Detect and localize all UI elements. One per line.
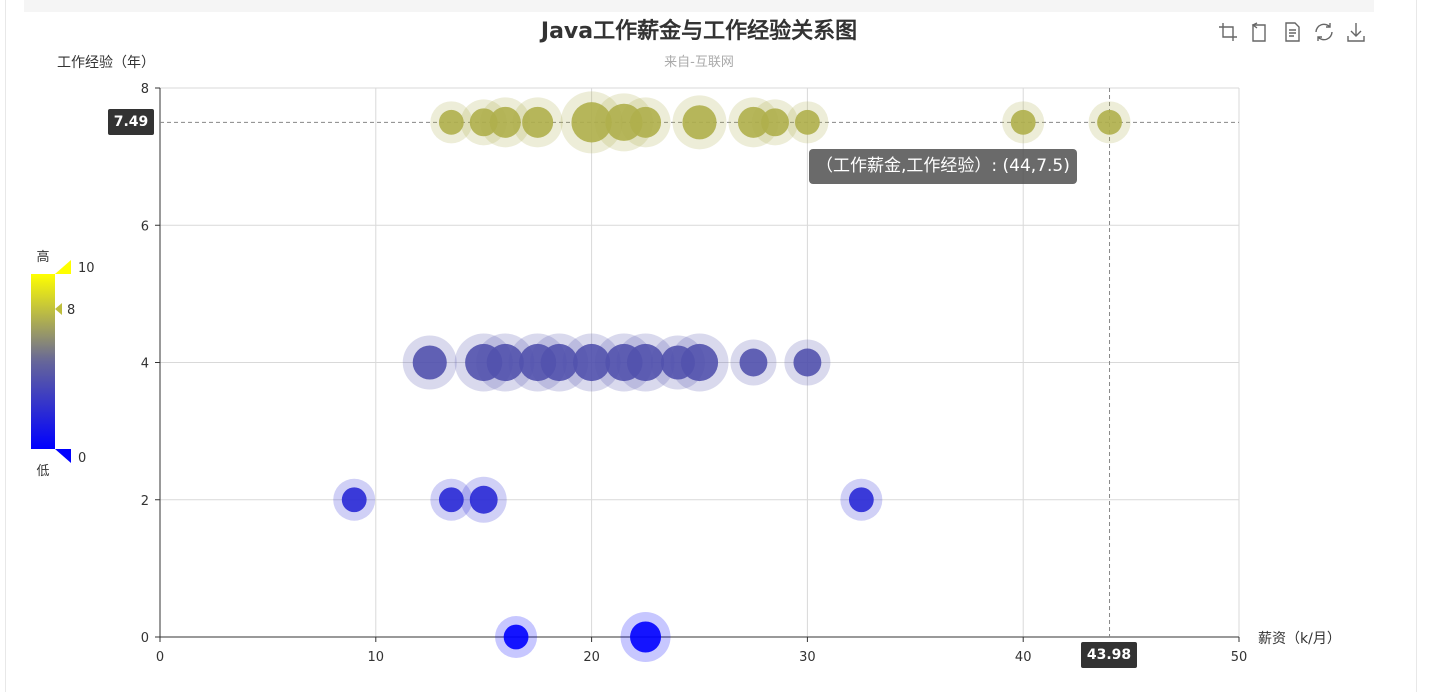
- x-tick-label: 0: [156, 650, 164, 665]
- zoom-icon[interactable]: [1216, 20, 1240, 44]
- x-crosshair-label: 43.98: [1081, 642, 1137, 668]
- visual-map-high-label: 高: [36, 249, 49, 265]
- x-tick-label: 50: [1231, 650, 1248, 665]
- x-axis-title: 薪资（k/月）: [1258, 631, 1341, 647]
- y-tick-label: 4: [141, 357, 149, 372]
- scatter-point: [571, 102, 612, 143]
- scatter-point: [469, 485, 498, 514]
- zoom-reset-icon[interactable]: [1248, 20, 1272, 44]
- scatter-point: [682, 105, 717, 140]
- scatter-point: [341, 487, 367, 513]
- scatter-point: [848, 487, 874, 513]
- scatter-point: [469, 108, 498, 137]
- data-view-icon[interactable]: [1280, 20, 1304, 44]
- visual-map-indicator: [55, 303, 62, 315]
- chart-subtitle: 来自-互联网: [664, 55, 734, 70]
- visual-map[interactable]: 高低 10 0 8: [31, 249, 95, 479]
- scatter-point: [1010, 109, 1036, 135]
- scatter-point: [795, 109, 820, 135]
- frame-top-bar: [24, 0, 1374, 12]
- y-tick-label: 8: [141, 82, 149, 97]
- visual-map-bar[interactable]: [31, 274, 55, 449]
- scatter-point: [540, 343, 578, 382]
- toolbox: [1216, 20, 1368, 44]
- scatter-point: [680, 343, 719, 382]
- scatter-point: [630, 621, 662, 653]
- visual-map-low-label: 低: [36, 464, 49, 479]
- x-tick-label: 10: [368, 650, 385, 665]
- scatter-point: [503, 624, 529, 650]
- scatter-point: [438, 487, 464, 513]
- chart-title: Java工作薪金与工作经验关系图: [539, 18, 857, 44]
- visual-map-top-handle[interactable]: [55, 260, 71, 274]
- scatter-point: [438, 109, 464, 135]
- scatter-point: [1097, 109, 1122, 135]
- x-tick-label: 40: [1015, 650, 1032, 665]
- visual-map-min-label: 0: [78, 451, 86, 466]
- visual-map-bottom-handle[interactable]: [55, 449, 71, 463]
- visual-map-indicator-label: 8: [67, 303, 75, 318]
- scatter-point: [761, 108, 789, 137]
- axes: 0 10 20 30 40 50 0 2 4 6 8 薪资（k/月） 工作经验（年）: [57, 55, 1341, 665]
- scatter-point: [573, 343, 611, 382]
- y-tick-label: 0: [141, 631, 149, 646]
- y-tick-label: 2: [141, 494, 149, 509]
- scatter-point: [793, 348, 822, 377]
- y-axis-title: 工作经验（年）: [57, 55, 155, 71]
- frame-left-border: [5, 0, 6, 692]
- scatter-point: [489, 106, 521, 138]
- visual-map-max-label: 10: [78, 261, 95, 276]
- x-tick-label: 20: [583, 650, 600, 665]
- scatter-point: [626, 343, 665, 382]
- scatter-point: [522, 106, 554, 138]
- frame-right-border: [1416, 0, 1417, 692]
- restore-icon[interactable]: [1312, 20, 1336, 44]
- scatter-points: [333, 91, 1131, 662]
- scatter-point: [412, 345, 447, 380]
- y-crosshair-label: 7.49: [108, 109, 154, 135]
- tooltip: （工作薪金,工作经验）: (44,7.5): [809, 149, 1077, 184]
- y-tick-label: 6: [141, 219, 149, 234]
- scatter-point: [486, 343, 524, 382]
- scatter-point: [739, 348, 768, 377]
- save-image-icon[interactable]: [1344, 20, 1368, 44]
- scatter-point: [737, 106, 769, 138]
- scatter-point: [630, 106, 662, 138]
- x-tick-label: 30: [799, 650, 816, 665]
